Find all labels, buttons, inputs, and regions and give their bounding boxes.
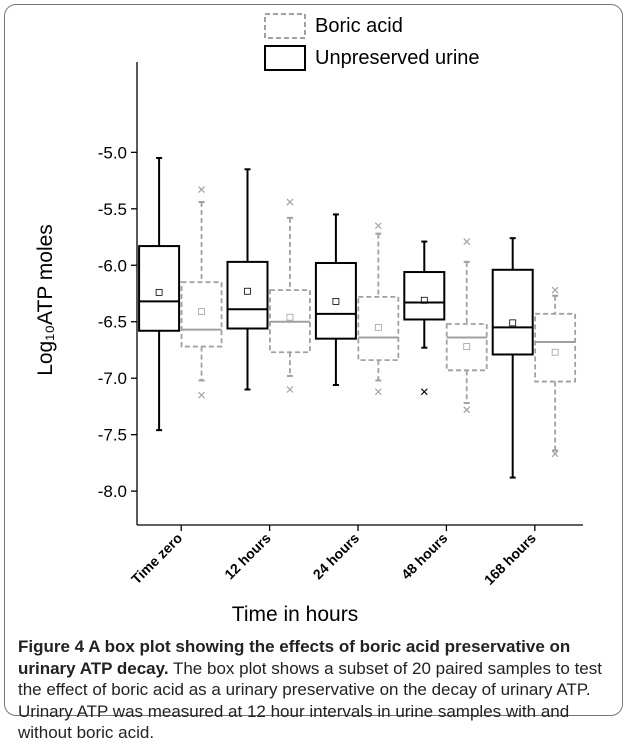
legend-label: Unpreserved urine [315,47,480,69]
mean [509,319,517,327]
y-tick-label: -7.5 [98,426,127,445]
chart: Time in hours Log₁₀ATP moles -5.0 -5.5 -6.… [34,13,583,626]
mean [198,308,205,315]
y-axis-title: Log₁₀ATP moles [34,224,57,376]
outlier [420,388,428,396]
mean [420,296,428,304]
outlier [374,388,382,396]
outlier [463,238,471,245]
x-tick-label: 24 hours [310,530,363,583]
y-tick-label: -6.5 [98,313,127,332]
mean [286,313,294,321]
outlier [551,286,559,294]
box [403,271,446,321]
outlier [374,222,382,230]
box [491,268,534,356]
box [357,295,400,362]
box [269,289,311,354]
y-tick-label: -5.5 [98,200,127,219]
legend-swatch [264,45,306,71]
outlier [286,386,294,393]
x-tick-label: 48 hours [398,530,451,583]
outlier [286,198,294,206]
mean [244,287,251,295]
x-tick-label: Time zero [128,530,185,587]
caption: Figure 4 A box plot showing the effects … [18,636,616,744]
outlier [198,391,205,399]
y-tick-label: -5.0 [98,143,127,162]
box [314,262,357,340]
outlier [198,186,205,194]
figure-frame [4,4,623,716]
box [180,281,223,348]
legend-swatch [264,13,306,39]
mean [374,323,382,331]
mean [155,288,163,296]
box [534,312,577,383]
outlier [463,406,471,414]
mean [551,348,559,356]
page: Time in hours Log₁₀ATP moles -5.0 -5.5 -6.… [4,4,623,742]
box [445,323,488,372]
caption-text: The box plot shows a subset of 20 paired… [18,658,602,743]
x-axis-title: Time in hours [232,603,358,626]
mean [463,343,471,350]
x-tick-label: 12 hours [221,530,274,583]
legend-label: Boric acid [315,15,403,37]
x-tick-label: 168 hours [481,530,539,588]
box [226,260,269,330]
y-tick-label: -7.0 [98,369,127,388]
box [138,245,181,332]
outlier [551,450,559,458]
mean [332,298,340,305]
y-tick-label: -8.0 [98,482,127,501]
caption-title: Figure 4 A box plot showing the effects … [18,637,571,678]
y-tick-label: -6.0 [98,256,127,275]
